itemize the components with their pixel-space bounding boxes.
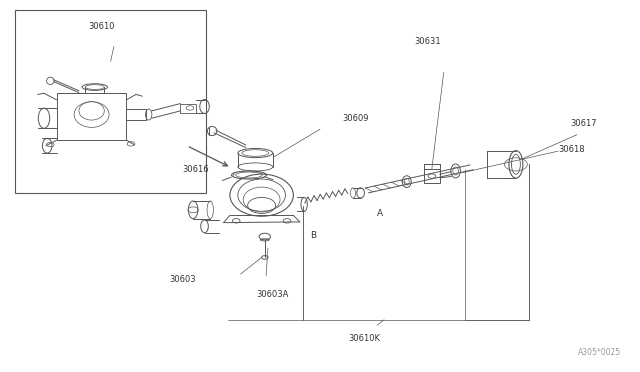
Bar bbox=[15, 10, 206, 193]
Text: B: B bbox=[310, 231, 317, 240]
Text: 30616: 30616 bbox=[182, 165, 209, 174]
Text: A: A bbox=[377, 209, 383, 218]
Text: 30609: 30609 bbox=[342, 114, 369, 123]
Text: A305*0025: A305*0025 bbox=[578, 349, 621, 357]
Text: 30617: 30617 bbox=[571, 119, 597, 128]
Text: 30610: 30610 bbox=[88, 22, 115, 31]
Text: 30610K: 30610K bbox=[348, 334, 380, 343]
Text: 30603: 30603 bbox=[170, 275, 196, 284]
Bar bbox=[424, 169, 440, 183]
Bar bbox=[180, 103, 196, 113]
Text: 30603A: 30603A bbox=[257, 289, 289, 299]
Text: 30631: 30631 bbox=[415, 37, 441, 46]
Text: 30618: 30618 bbox=[558, 145, 584, 154]
Bar bbox=[57, 93, 127, 140]
